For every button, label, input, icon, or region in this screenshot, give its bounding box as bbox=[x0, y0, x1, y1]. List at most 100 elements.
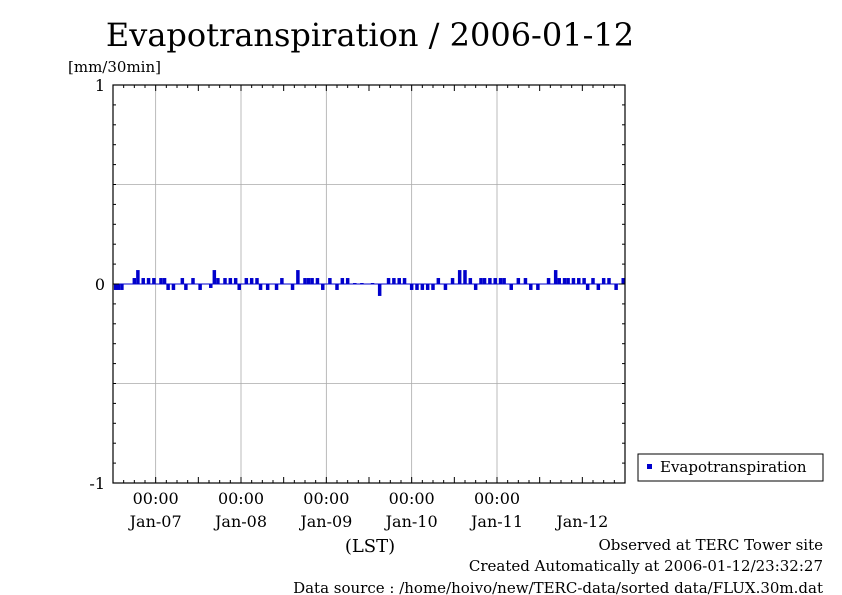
x-time-tick-label: 00:00 bbox=[474, 489, 520, 508]
data-bar bbox=[340, 278, 345, 284]
x-axis-ticks: 00:00 00:00 00:00 00:00 00:00 Jan-07 Jan-08 Jan… bbox=[112, 85, 626, 531]
data-bar bbox=[171, 284, 176, 290]
x-date-tick-label: Jan-09 bbox=[298, 512, 352, 531]
data-bar bbox=[249, 278, 254, 284]
x-time-tick-label: 00:00 bbox=[218, 489, 264, 508]
data-bar bbox=[425, 284, 430, 290]
data-bar bbox=[415, 284, 419, 290]
data-bar bbox=[468, 278, 473, 284]
data-bar bbox=[159, 278, 163, 284]
data-bar bbox=[509, 284, 513, 290]
data-bar bbox=[136, 270, 140, 284]
data-bar bbox=[409, 284, 414, 290]
data-bar bbox=[166, 284, 170, 290]
y-axis-ticks: 1 0 -1 bbox=[89, 76, 625, 493]
legend-label: Evapotranspiration bbox=[660, 458, 807, 476]
data-bar bbox=[216, 278, 220, 284]
data-bar bbox=[146, 278, 151, 284]
data-bar bbox=[392, 278, 396, 284]
x-time-tick-label: 00:00 bbox=[133, 489, 179, 508]
data-bar bbox=[457, 270, 462, 284]
data-bar bbox=[591, 278, 595, 284]
data-bar bbox=[162, 278, 167, 284]
legend-swatch bbox=[647, 464, 652, 469]
data-bar bbox=[116, 284, 121, 290]
data-bar bbox=[402, 278, 407, 284]
x-time-tick-label: 00:00 bbox=[303, 489, 349, 508]
data-bar bbox=[607, 278, 611, 284]
data-bar bbox=[431, 284, 435, 290]
y-tick-label: -1 bbox=[89, 474, 105, 493]
data-bar bbox=[577, 278, 581, 284]
data-bar bbox=[479, 278, 483, 284]
footer-created: Created Automatically at 2006-01-12/23:3… bbox=[469, 557, 823, 575]
x-time-tick-label: 00:00 bbox=[389, 489, 435, 508]
y-tick-label: 0 bbox=[95, 275, 105, 294]
x-axis-label: (LST) bbox=[345, 536, 395, 557]
data-bar bbox=[516, 278, 521, 284]
data-bar bbox=[132, 278, 137, 284]
data-bar bbox=[566, 278, 570, 284]
data-bar bbox=[265, 284, 270, 290]
data-bar bbox=[493, 278, 497, 284]
data-bar bbox=[223, 278, 227, 284]
data-bar bbox=[141, 278, 145, 284]
data-bar bbox=[473, 284, 478, 290]
data-bar bbox=[377, 284, 382, 296]
x-date-tick-label: Jan-07 bbox=[128, 512, 182, 531]
data-bar bbox=[397, 278, 401, 284]
data-bar bbox=[463, 270, 467, 284]
x-date-tick-label: Jan-10 bbox=[384, 512, 438, 531]
bar-series bbox=[113, 270, 625, 296]
data-bar bbox=[184, 284, 188, 290]
data-bar bbox=[228, 278, 233, 284]
data-bar bbox=[120, 284, 124, 290]
legend-box bbox=[637, 453, 824, 482]
data-bar bbox=[420, 284, 425, 290]
data-bar bbox=[306, 278, 311, 284]
footer-source: Data source : /home/hoivo/new/TERC-data/… bbox=[293, 579, 823, 595]
data-bar bbox=[290, 284, 295, 290]
data-bar bbox=[529, 284, 533, 290]
data-bar bbox=[113, 284, 118, 290]
data-bar bbox=[596, 284, 601, 290]
data-bar bbox=[562, 278, 567, 284]
data-bar bbox=[209, 284, 213, 288]
data-bar bbox=[315, 278, 320, 284]
data-bar bbox=[614, 284, 618, 290]
x-date-tick-label: Jan-11 bbox=[469, 512, 523, 531]
data-bar bbox=[280, 278, 284, 284]
data-bar bbox=[328, 278, 332, 284]
data-bar bbox=[191, 278, 195, 284]
data-bar bbox=[443, 284, 448, 290]
data-bar bbox=[488, 278, 492, 284]
data-bar bbox=[212, 270, 217, 284]
footer-observed: Observed at TERC Tower site bbox=[598, 536, 823, 554]
data-bar bbox=[582, 278, 586, 284]
data-bar bbox=[450, 278, 455, 284]
x-date-tick-label: Jan-12 bbox=[554, 512, 608, 531]
x-date-tick-label: Jan-08 bbox=[213, 512, 267, 531]
data-bar bbox=[523, 278, 528, 284]
data-bar bbox=[502, 278, 506, 284]
data-bar bbox=[571, 278, 576, 284]
data-bar bbox=[557, 278, 561, 284]
data-bar bbox=[180, 278, 185, 284]
data-bar bbox=[244, 278, 249, 284]
data-bar bbox=[601, 278, 606, 284]
data-bar bbox=[198, 284, 202, 290]
y-unit-label: [mm/30min] bbox=[68, 58, 161, 76]
data-bar bbox=[233, 278, 238, 284]
data-bar bbox=[321, 284, 325, 290]
data-bar bbox=[482, 278, 487, 284]
data-bar bbox=[335, 284, 339, 290]
data-bar bbox=[536, 284, 540, 290]
data-bar bbox=[152, 278, 156, 284]
data-bar bbox=[296, 270, 300, 284]
data-bar bbox=[498, 278, 503, 284]
data-bar bbox=[546, 278, 551, 284]
data-bar bbox=[237, 284, 241, 290]
data-bar bbox=[274, 284, 279, 290]
data-bar bbox=[621, 278, 625, 284]
